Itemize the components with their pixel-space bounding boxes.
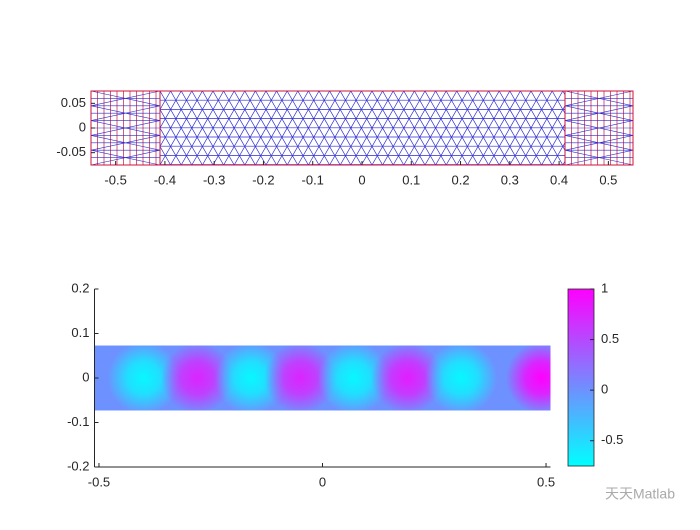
mesh-edge: [414, 90, 458, 166]
y-tick-label: -0.05: [56, 144, 86, 159]
mesh-edge: [564, 105, 634, 121]
mesh-edge: [392, 90, 436, 166]
field-spot: [505, 345, 551, 411]
mesh-edge: [339, 90, 383, 166]
mesh-edge: [202, 90, 246, 166]
mesh-edge: [170, 90, 214, 166]
x-tick-label: 0: [358, 172, 365, 187]
x-tick-label: -0.5: [88, 474, 110, 489]
colorbar-tick-label: -0.5: [601, 432, 623, 447]
x-tick-label: -0.1: [302, 172, 324, 187]
mesh-edge: [456, 90, 500, 166]
colorbar: [567, 288, 595, 467]
field-spot: [161, 345, 234, 411]
mesh-edge: [435, 90, 479, 166]
y-tick-label: 0: [79, 119, 86, 134]
y-tick-label: -0.1: [67, 414, 89, 429]
mesh: [0, 90, 700, 166]
field-spot: [317, 345, 390, 411]
mesh-edge: [159, 90, 203, 166]
y-tick-label: 0: [82, 369, 89, 384]
mesh-edge: [329, 90, 373, 166]
mesh-edge: [403, 90, 447, 166]
mesh-edge: [90, 135, 161, 151]
colorbar-tick-label: 0: [601, 382, 608, 397]
x-tick-label: 0.3: [501, 172, 519, 187]
colorbar-tick-label: 1: [601, 280, 608, 295]
mesh-edge: [564, 149, 634, 166]
field-spot: [425, 345, 498, 411]
mesh-edge: [318, 90, 362, 166]
mesh-edge: [255, 90, 299, 166]
mesh-edge: [382, 90, 426, 166]
x-tick-label: 0.4: [550, 172, 568, 187]
watermark: 天天Matlab: [605, 486, 675, 502]
mesh-edge: [564, 135, 634, 151]
mesh-edge: [520, 90, 564, 166]
mesh-edge: [180, 90, 224, 166]
mesh-edge: [265, 90, 309, 166]
mesh-edge: [233, 90, 277, 166]
x-tick-label: 0.5: [537, 474, 555, 489]
x-tick-label: -0.3: [203, 172, 225, 187]
mesh-edge: [509, 90, 553, 166]
y-tick-label: -0.2: [67, 458, 89, 473]
mesh-edge: [286, 90, 330, 166]
mesh-edge: [564, 120, 634, 136]
mesh-edge: [564, 90, 634, 107]
x-tick-label: -0.4: [154, 172, 176, 187]
mesh-edge: [90, 149, 161, 166]
mesh-edge: [297, 90, 341, 166]
field-spot: [264, 345, 337, 411]
colorbar-tick-label: 0.5: [601, 331, 619, 346]
mesh-edge: [90, 120, 161, 136]
mesh-edge: [477, 90, 521, 166]
x-tick-label: -0.2: [252, 172, 274, 187]
field-spot: [371, 345, 444, 411]
y-tick-label: 0.1: [71, 325, 89, 340]
x-tick-label: -0.5: [104, 172, 126, 187]
y-tick-label: 0.05: [61, 95, 86, 110]
field-spot: [107, 345, 180, 411]
mesh-edge: [223, 90, 267, 166]
mesh-edge: [212, 90, 256, 166]
mesh-edge: [308, 90, 352, 166]
mesh-edge: [361, 90, 405, 166]
mesh-edge: [276, 90, 320, 166]
mesh-edge: [424, 90, 468, 166]
mesh-edge: [445, 90, 489, 166]
x-tick-label: 0.1: [402, 172, 420, 187]
mesh-edge: [488, 90, 532, 166]
x-tick-label: 0.2: [452, 172, 470, 187]
mesh-edge: [90, 105, 161, 121]
mesh-edge: [191, 90, 235, 166]
mesh-edge: [90, 90, 161, 107]
x-tick-label: 0.5: [599, 172, 617, 187]
mesh-edge: [498, 90, 542, 166]
mesh-edge: [467, 90, 511, 166]
mesh-edge: [371, 90, 415, 166]
y-tick-label: 0.2: [71, 280, 89, 295]
mesh-edge: [350, 90, 394, 166]
field-spots: [107, 345, 551, 411]
mesh-edge: [244, 90, 288, 166]
x-tick-label: 0: [319, 474, 326, 489]
